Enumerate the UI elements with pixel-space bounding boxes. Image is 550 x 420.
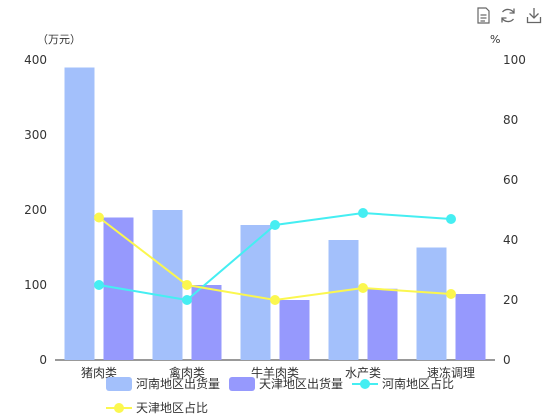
legend-item[interactable]: 天津地区出货量 — [229, 376, 343, 391]
y-right-unit: % — [490, 33, 500, 46]
line-point[interactable] — [270, 220, 280, 230]
y-left-tick-label: 300 — [24, 128, 47, 142]
line-point[interactable] — [94, 280, 104, 290]
line-point[interactable] — [94, 212, 104, 223]
line-point[interactable] — [182, 280, 192, 290]
legend-swatch-dot — [114, 403, 124, 413]
bar[interactable] — [328, 240, 359, 360]
line-point[interactable] — [358, 208, 368, 218]
x-tick-label: 牛羊肉类 — [251, 365, 299, 380]
bar[interactable] — [416, 247, 447, 361]
y-left-tick-label: 0 — [39, 353, 47, 367]
y-right-tick-label: 40 — [503, 233, 518, 247]
x-tick-label: 禽肉类 — [169, 365, 205, 380]
y-right-tick-label: 80 — [503, 113, 518, 127]
x-tick-label: 猪肉类 — [81, 366, 117, 380]
legend-item[interactable]: 河南地区占比 — [352, 376, 454, 391]
legend-item[interactable]: 天津地区占比 — [106, 400, 208, 415]
x-tick-label: 速冻调理 — [427, 365, 475, 380]
legend-label: 天津地区出货量 — [259, 376, 343, 391]
bar[interactable] — [367, 288, 398, 360]
line-point[interactable] — [358, 283, 368, 293]
y-left-unit: （万元） — [37, 33, 81, 46]
legend-label: 河南地区出货量 — [136, 376, 220, 391]
refresh-icon[interactable] — [501, 8, 515, 23]
bar[interactable] — [64, 67, 95, 361]
legend-label: 河南地区占比 — [382, 376, 454, 391]
y-right-tick-label: 60 — [503, 173, 518, 187]
line-point[interactable] — [270, 295, 280, 305]
y-right-tick-label: 0 — [503, 353, 511, 367]
y-left-tick-label: 100 — [24, 278, 47, 292]
download-icon[interactable] — [526, 8, 542, 24]
bar[interactable] — [191, 285, 222, 360]
legend-swatch — [229, 377, 255, 391]
x-tick-label: 水产类 — [345, 366, 381, 380]
legend-item[interactable]: 河南地区出货量 — [106, 376, 220, 391]
line-point[interactable] — [446, 289, 456, 299]
legend-swatch — [106, 377, 132, 391]
line-point[interactable] — [182, 295, 192, 305]
y-left-tick-label: 200 — [24, 203, 47, 217]
y-left-tick-label: 400 — [24, 53, 47, 67]
legend-label: 天津地区占比 — [136, 400, 208, 415]
bar[interactable] — [152, 210, 183, 360]
data-view-icon[interactable] — [477, 7, 490, 24]
y-right-tick-label: 100 — [503, 53, 526, 67]
line-point[interactable] — [446, 214, 456, 224]
bar[interactable] — [240, 225, 271, 360]
bar[interactable] — [455, 294, 486, 360]
toolbox — [477, 7, 542, 24]
y-right-tick-label: 20 — [503, 293, 518, 307]
legend-swatch-dot — [360, 379, 370, 389]
bar[interactable] — [279, 300, 310, 360]
